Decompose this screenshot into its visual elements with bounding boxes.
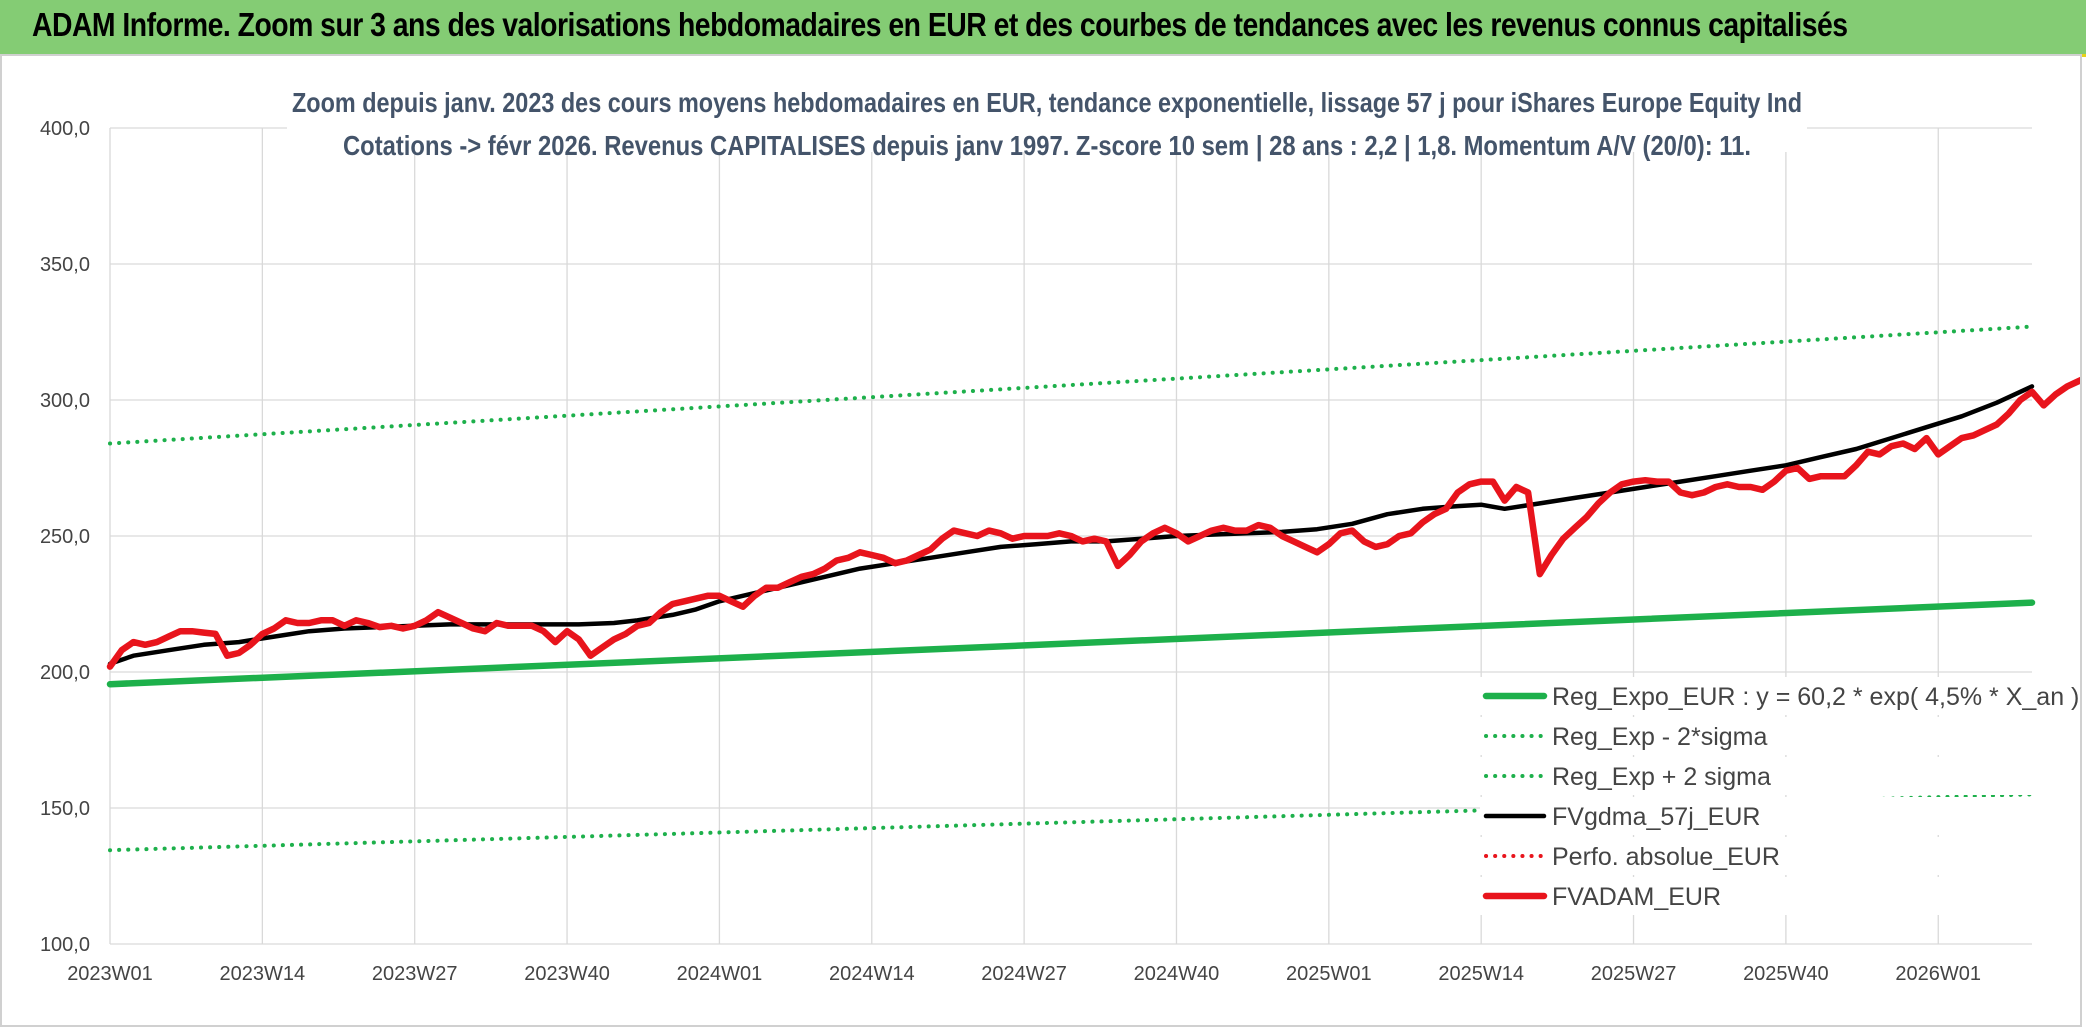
legend-label: FVgdma_57j_EUR — [1552, 803, 1760, 831]
x-tick-label: 2023W14 — [220, 963, 306, 985]
chart-subtitle: Cotations -> févr 2026. Revenus CAPITALI… — [343, 130, 1751, 161]
chart-title: Zoom depuis janv. 2023 des cours moyens … — [292, 87, 1802, 118]
legend-label: Reg_Expo_EUR : y = 60,2 * exp( 4,5% * X_… — [1552, 683, 2079, 711]
series-line-0 — [106, 599, 2036, 688]
legend: Reg_Expo_EUR : y = 60,2 * exp( 4,5% * X_… — [1480, 677, 2079, 915]
legend-label: Reg_Exp - 2*sigma — [1552, 723, 1767, 751]
legend-entry-bg — [1480, 837, 2040, 875]
line-chart: 100,0 150,0 200,0 250,0 300,0 350,0 400,0 2023W… — [40, 68, 2080, 985]
legend-entry-bg — [1480, 757, 2040, 795]
title-background — [287, 68, 1807, 152]
legend-label: Reg_Exp + 2 sigma — [1552, 763, 1771, 791]
x-tick-label: 2024W01 — [677, 963, 763, 985]
y-tick-label: 350,0 — [40, 254, 90, 276]
legend-entry-bg — [1480, 797, 2040, 835]
chart-title-block: Zoom depuis janv. 2023 des cours moyens … — [287, 68, 1807, 161]
y-tick-label: 200,0 — [40, 662, 90, 684]
y-tick-label: 150,0 — [40, 798, 90, 820]
axes: 100,0 150,0 200,0 250,0 300,0 350,0 400,0 2023W… — [40, 118, 1981, 985]
legend-entry-bg — [1480, 877, 2040, 915]
x-tick-label: 2024W40 — [1134, 963, 1220, 985]
x-tick-label: 2026W01 — [1895, 963, 1981, 985]
y-tick-label: 250,0 — [40, 526, 90, 548]
y-tick-label: 300,0 — [40, 390, 90, 412]
chart-frame: 100,0 150,0 200,0 250,0 300,0 350,0 400,0 2023W… — [0, 54, 2082, 1027]
series-line-3 — [107, 384, 2035, 667]
series-line-5 — [106, 376, 2080, 670]
x-tick-label: 2023W01 — [67, 963, 153, 985]
x-tick-label: 2025W40 — [1743, 963, 1829, 985]
report-title: ADAM Informe. Zoom sur 3 ans des valoris… — [32, 6, 1848, 43]
header-banner: ADAM Informe. Zoom sur 3 ans des valoris… — [0, 0, 2086, 57]
x-tick-label: 2025W14 — [1438, 963, 1524, 985]
series-line-2 — [108, 324, 2034, 446]
x-tick-label: 2023W40 — [524, 963, 610, 985]
x-tick-label: 2025W01 — [1286, 963, 1372, 985]
x-tick-label: 2024W27 — [981, 963, 1067, 985]
x-tick-label: 2023W27 — [372, 963, 458, 985]
x-tick-label: 2025W27 — [1591, 963, 1677, 985]
x-tick-label: 2024W14 — [829, 963, 915, 985]
legend-label: Perfo. absolue_EUR — [1552, 843, 1780, 871]
legend-label: FVADAM_EUR — [1552, 883, 1721, 911]
legend-entry-bg — [1480, 677, 2040, 715]
y-tick-label: 400,0 — [40, 118, 90, 140]
legend-entry-bg — [1480, 717, 2040, 755]
y-tick-label: 100,0 — [40, 934, 90, 956]
